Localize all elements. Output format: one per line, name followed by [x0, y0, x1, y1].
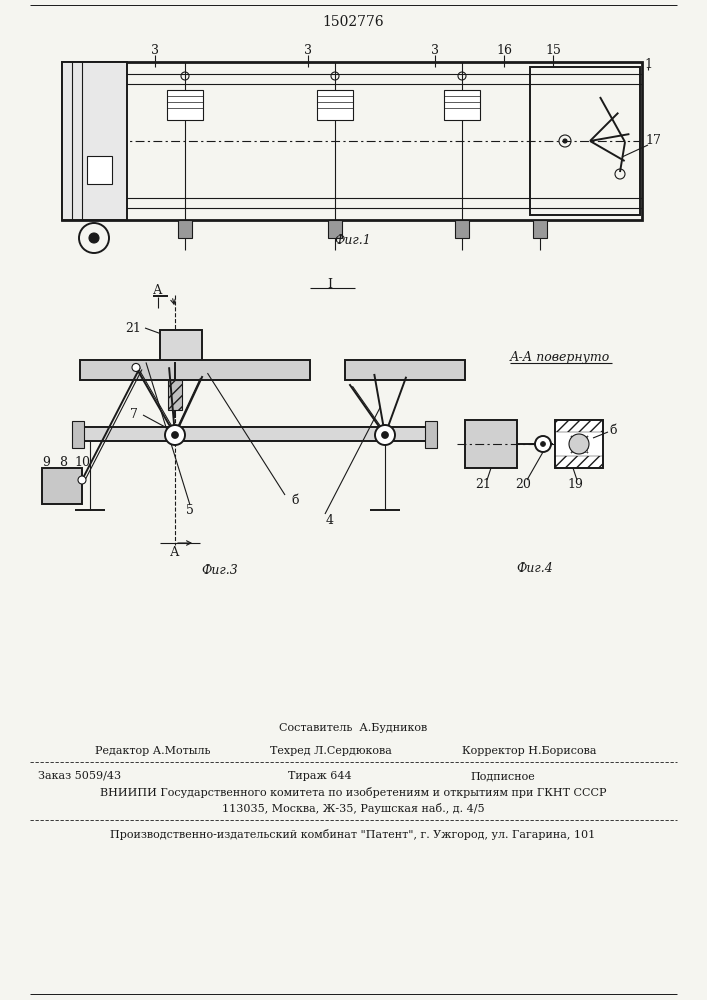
Text: 7: 7 [130, 408, 138, 422]
Bar [317, 90, 353, 120]
Bar [80, 427, 430, 441]
Text: ВНИИПИ Государственного комитета по изобретениям и открытиям при ГКНТ СССР: ВНИИПИ Государственного комитета по изоб… [100, 788, 606, 798]
Text: Фиг.1: Фиг.1 [334, 233, 371, 246]
Text: 3: 3 [431, 43, 439, 56]
Bar [345, 360, 465, 380]
Text: 1502776: 1502776 [322, 15, 384, 29]
Bar [80, 360, 310, 380]
Bar [555, 456, 603, 468]
Text: 9: 9 [42, 456, 50, 468]
Text: 113035, Москва, Ж-35, Раушская наб., д. 4/5: 113035, Москва, Ж-35, Раушская наб., д. … [222, 802, 484, 814]
Text: 19: 19 [567, 479, 583, 491]
Bar [465, 420, 517, 468]
Circle shape [165, 425, 185, 445]
Bar [160, 330, 202, 362]
Bar [555, 420, 603, 468]
Bar [42, 468, 82, 504]
Bar [168, 380, 182, 410]
Text: 8: 8 [59, 456, 67, 468]
Text: Редактор А.Мотыль: Редактор А.Мотыль [95, 746, 211, 756]
Text: 1: 1 [644, 58, 652, 72]
Text: Заказ 5059/43: Заказ 5059/43 [38, 771, 121, 781]
Text: Фиг.4: Фиг.4 [517, 562, 554, 574]
Text: 17: 17 [645, 133, 661, 146]
Text: 3: 3 [151, 43, 159, 56]
Text: 5: 5 [186, 504, 194, 516]
Text: Подписное: Подписное [470, 771, 534, 781]
Text: б: б [291, 493, 299, 506]
Bar [178, 220, 192, 238]
Text: 16: 16 [496, 43, 512, 56]
Circle shape [569, 434, 589, 454]
Bar [555, 420, 603, 432]
Text: А-А повернуто: А-А повернуто [510, 352, 610, 364]
Circle shape [172, 432, 178, 438]
Text: А: А [153, 284, 163, 296]
Bar [62, 62, 642, 220]
Circle shape [78, 476, 86, 484]
Text: 21: 21 [125, 322, 141, 334]
Text: Техред Л.Сердюкова: Техред Л.Сердюкова [270, 746, 392, 756]
Bar [328, 220, 342, 238]
Circle shape [382, 432, 389, 438]
Circle shape [89, 233, 99, 243]
Bar [167, 90, 203, 120]
Text: 21: 21 [475, 479, 491, 491]
Bar [87, 156, 112, 184]
Text: А: А [170, 546, 180, 560]
Text: I: I [327, 277, 332, 290]
Circle shape [132, 363, 140, 371]
Bar [72, 421, 84, 448]
Text: Производственно-издательский комбинат "Патент", г. Ужгород, ул. Гагарина, 101: Производственно-издательский комбинат "П… [110, 828, 595, 840]
Bar [62, 62, 127, 220]
Text: Корректор Н.Борисова: Корректор Н.Борисова [462, 746, 597, 756]
Circle shape [563, 139, 567, 143]
Bar [533, 220, 547, 238]
Text: 20: 20 [515, 479, 531, 491]
Text: 15: 15 [545, 43, 561, 56]
Text: Составитель  А.Будников: Составитель А.Будников [279, 723, 427, 733]
Bar [455, 220, 469, 238]
Text: Фиг.3: Фиг.3 [201, 564, 238, 576]
Text: 10: 10 [74, 456, 90, 468]
Text: б: б [609, 424, 617, 436]
Bar [425, 421, 437, 448]
Text: 3: 3 [304, 43, 312, 56]
Circle shape [535, 436, 551, 452]
Bar [530, 67, 640, 215]
Text: 4: 4 [326, 514, 334, 526]
Circle shape [375, 425, 395, 445]
Circle shape [540, 442, 546, 446]
Text: Тираж 644: Тираж 644 [288, 771, 351, 781]
Bar [444, 90, 480, 120]
